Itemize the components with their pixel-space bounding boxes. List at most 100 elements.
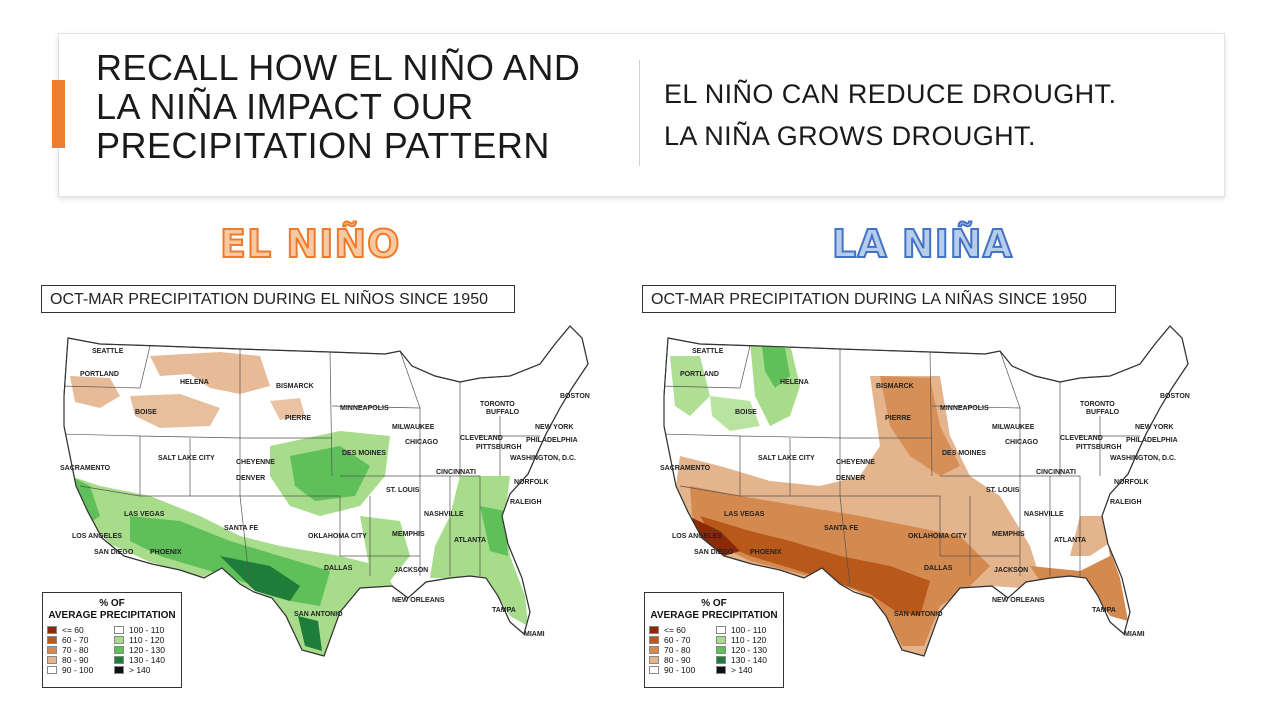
city-memphis: MEMPHIS: [392, 531, 425, 538]
legend-item: 90 - 100: [649, 665, 712, 675]
el-nino-us-outline: [63, 325, 589, 657]
legend-label: 80 - 90: [62, 655, 89, 665]
city-miami: MIAMI: [1124, 631, 1145, 638]
legend-items: <= 60 100 - 110 60 - 70 110 - 120 70 - 8…: [649, 625, 779, 675]
city-san-antonio: SAN ANTONIO: [894, 611, 943, 618]
slide-title: RECALL HOW EL NIÑO AND LA NIÑA IMPACT OU…: [96, 48, 616, 165]
legend-label: 120 - 130: [731, 645, 767, 655]
city-pierre: PIERRE: [285, 415, 311, 422]
city-toronto: TORONTO: [480, 401, 515, 408]
el-nino-precipitation-map: SEATTLE PORTLAND HELENA BISMARCK BOISE P…: [60, 325, 590, 657]
city-seattle: SEATTLE: [92, 348, 124, 355]
legend-swatch: [114, 646, 124, 654]
bullet-la-nina: LA NIÑA GROWS DROUGHT.: [664, 121, 1036, 151]
legend-swatch: [114, 656, 124, 664]
city-portland: PORTLAND: [680, 371, 719, 378]
legend-label: 110 - 120: [129, 635, 165, 645]
city-jackson: JACKSON: [994, 567, 1028, 574]
city-milwaukee: MILWAUKEE: [992, 424, 1035, 431]
legend-swatch: [716, 666, 726, 674]
title-line-3: PRECIPITATION PATTERN: [96, 125, 550, 166]
city-philadelphia: PHILADELPHIA: [1126, 437, 1178, 444]
city-seattle: SEATTLE: [692, 348, 724, 355]
legend-swatch: [47, 646, 57, 654]
la-nina-state-borders: [664, 345, 1140, 587]
city-cincinnati: CINCINNATI: [1036, 469, 1076, 476]
city-minneapolis: MINNEAPOLIS: [940, 405, 989, 412]
la-nina-precip-fill: [670, 341, 1128, 656]
city-san-diego: SAN DIEGO: [94, 549, 134, 556]
legend-title-line1: % OF: [99, 598, 125, 609]
city-cheyenne: CHEYENNE: [236, 459, 275, 466]
city-st-louis: ST. LOUIS: [986, 487, 1020, 494]
city-philadelphia: PHILADELPHIA: [526, 437, 578, 444]
legend-label: > 140: [129, 665, 151, 675]
el-nino-legend: % OF AVERAGE PRECIPITATION <= 60 100 - 1…: [42, 592, 182, 688]
city-cheyenne: CHEYENNE: [836, 459, 875, 466]
legend-swatch: [114, 626, 124, 634]
city-denver: DENVER: [836, 475, 865, 482]
legend-label: 130 - 140: [129, 655, 165, 665]
city-cleveland: CLEVELAND: [1060, 435, 1103, 442]
legend-swatch: [47, 626, 57, 634]
legend-title-line1: % OF: [701, 598, 727, 609]
legend-label: > 140: [731, 665, 753, 675]
city-santa-fe: SANTA FE: [224, 525, 259, 532]
city-oklahoma-city: OKLAHOMA CITY: [908, 533, 967, 540]
city-cleveland: CLEVELAND: [460, 435, 503, 442]
city-boston: BOSTON: [560, 393, 590, 400]
city-helena: HELENA: [780, 379, 809, 386]
legend-item: 70 - 80: [649, 645, 712, 655]
city-norfolk: NORFOLK: [514, 479, 549, 486]
city-raleigh: RALEIGH: [1110, 499, 1142, 506]
legend-title: % OF AVERAGE PRECIPITATION: [43, 598, 181, 622]
city-boston: BOSTON: [1160, 393, 1190, 400]
city-salt-lake-city: SALT LAKE CITY: [758, 455, 815, 462]
city-pierre: PIERRE: [885, 415, 911, 422]
legend-label: 100 - 110: [129, 625, 165, 635]
city-cincinnati: CINCINNATI: [436, 469, 476, 476]
legend-swatch: [649, 666, 659, 674]
city-sacramento: SACRAMENTO: [60, 465, 111, 472]
la-nina-heading: LA NIÑA: [831, 221, 1014, 267]
legend-item: 130 - 140: [716, 655, 779, 665]
el-nino-city-labels: SEATTLE PORTLAND HELENA BISMARCK BOISE P…: [60, 348, 590, 638]
legend-title-line2: AVERAGE PRECIPITATION: [650, 610, 778, 621]
city-las-vegas: LAS VEGAS: [724, 511, 765, 518]
city-pittsburgh: PITTSBURGH: [1076, 444, 1122, 451]
legend-item: 60 - 70: [47, 635, 110, 645]
legend-item: 100 - 110: [716, 625, 779, 635]
city-nashville: NASHVILLE: [1024, 511, 1064, 518]
la-nina-us-outline: [663, 325, 1189, 657]
city-los-angeles: LOS ANGELES: [672, 533, 722, 540]
la-nina-map-caption: OCT-MAR PRECIPITATION DURING LA NIÑAS SI…: [642, 285, 1116, 313]
legend-item: > 140: [114, 665, 177, 675]
legend-swatch: [649, 646, 659, 654]
legend-item: 110 - 120: [114, 635, 177, 645]
legend-item: <= 60: [47, 625, 110, 635]
legend-item: > 140: [716, 665, 779, 675]
city-toronto: TORONTO: [1080, 401, 1115, 408]
city-bismarck: BISMARCK: [276, 383, 314, 390]
legend-label: 100 - 110: [731, 625, 767, 635]
legend-swatch: [114, 636, 124, 644]
legend-swatch: [47, 656, 57, 664]
city-new-orleans: NEW ORLEANS: [992, 597, 1045, 604]
legend-swatch: [716, 626, 726, 634]
city-sacramento: SACRAMENTO: [660, 465, 711, 472]
city-dallas: DALLAS: [324, 565, 353, 572]
legend-item: 120 - 130: [114, 645, 177, 655]
legend-item: 80 - 90: [47, 655, 110, 665]
city-raleigh: RALEIGH: [510, 499, 542, 506]
city-new-orleans: NEW ORLEANS: [392, 597, 445, 604]
legend-label: 120 - 130: [129, 645, 165, 655]
legend-title: % OF AVERAGE PRECIPITATION: [645, 598, 783, 622]
legend-label: 60 - 70: [62, 635, 89, 645]
city-boise: BOISE: [135, 409, 157, 416]
city-buffalo: BUFFALO: [486, 409, 520, 416]
city-memphis: MEMPHIS: [992, 531, 1025, 538]
legend-swatch: [649, 656, 659, 664]
city-des-moines: DES MOINES: [342, 450, 386, 457]
legend-item: 130 - 140: [114, 655, 177, 665]
legend-swatch: [47, 636, 57, 644]
